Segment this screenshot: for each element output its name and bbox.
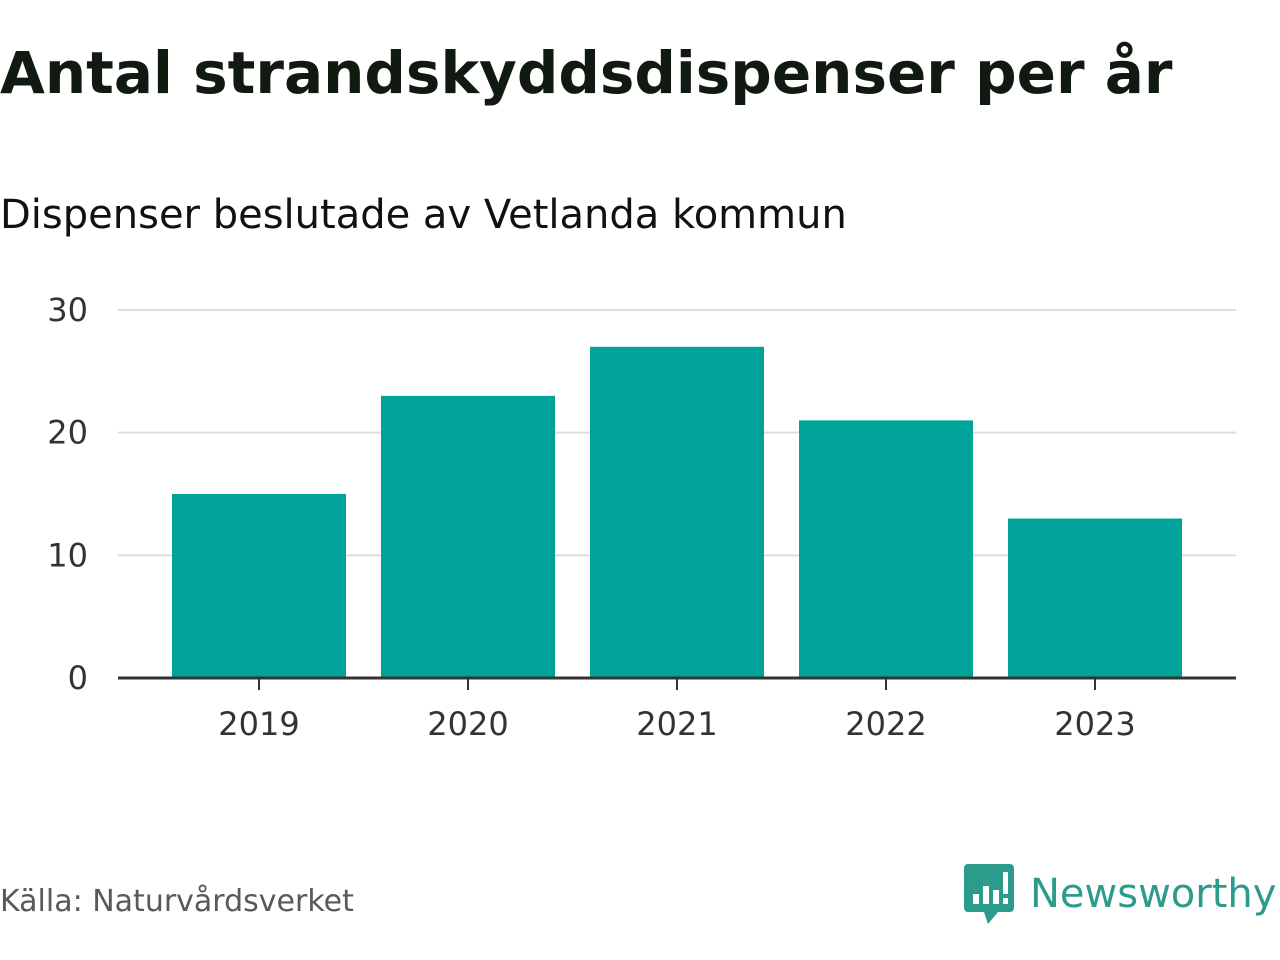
y-tick-label: 20	[47, 414, 88, 452]
bar-2023	[1008, 518, 1182, 678]
bar-2022	[799, 420, 973, 678]
bar-2020	[381, 395, 555, 678]
bar-chart: 0 10 20 30 2019 2020 2021 2022 2023	[47, 291, 1236, 743]
x-tick-label: 2019	[218, 705, 299, 743]
y-tick-label: 30	[47, 291, 88, 329]
bar-2019	[172, 494, 346, 678]
y-tick-label: 10	[47, 536, 88, 574]
y-tick-label: 0	[68, 659, 88, 697]
chart-title: Antal strandskyddsdispenser per år	[0, 39, 1173, 107]
bar-2021	[590, 346, 764, 678]
x-tick-label: 2022	[845, 705, 926, 743]
x-tick-label: 2023	[1054, 705, 1135, 743]
source-note: Källa: Naturvårdsverket	[0, 884, 354, 919]
newsworthy-logo-icon	[964, 864, 1014, 924]
x-tick-label: 2020	[427, 705, 508, 743]
chart-subtitle: Dispenser beslutade av Vetlanda kommun	[0, 192, 847, 238]
brand-logo: Newsworthy	[964, 864, 1276, 924]
brand-name: Newsworthy	[1030, 871, 1277, 917]
x-tick-label: 2021	[636, 705, 717, 743]
